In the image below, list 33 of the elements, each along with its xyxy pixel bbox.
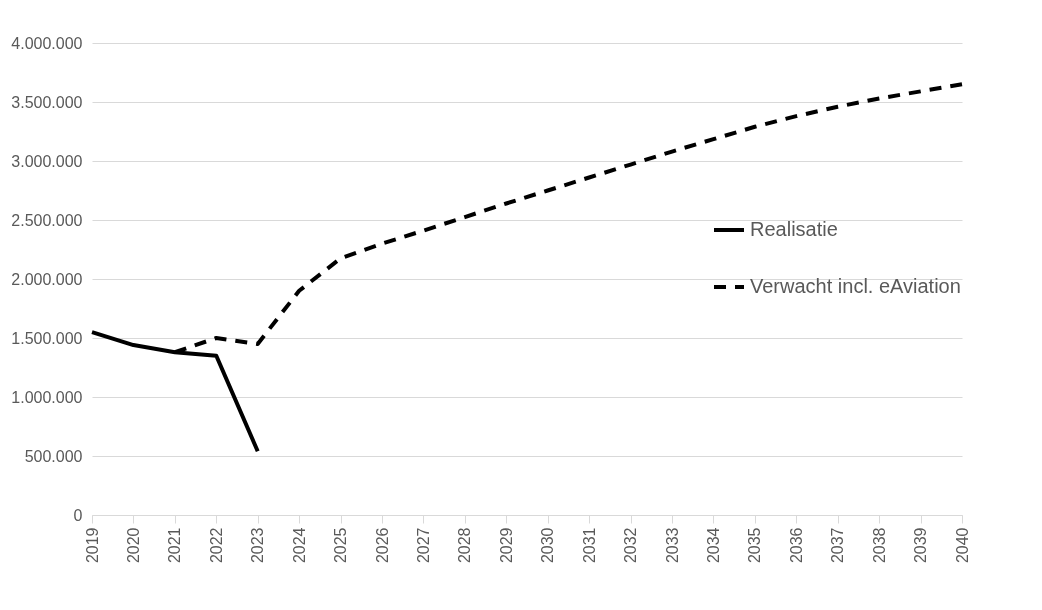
x-tick-label: 2032 [622,527,640,564]
x-tick-label: 2026 [373,527,391,564]
x-tick-label: 2040 [953,527,971,564]
y-tick-label: 2.500.000 [11,211,83,229]
x-tick-label: 2030 [539,527,557,564]
x-tick-label: 2035 [746,527,764,564]
x-tick-label: 2022 [207,527,225,564]
x-tick-label: 2023 [249,527,267,564]
y-tick-label: 3.500.000 [11,93,83,111]
x-tick-label: 2020 [124,527,142,564]
x-tick-label: 2019 [83,527,101,564]
x-tick-label: 2031 [580,527,598,564]
x-tick-label: 2029 [497,527,515,564]
legend-label: Realisatie [750,218,838,240]
x-tick-label: 2024 [290,527,308,564]
legend-label: Verwacht incl. eAviation [750,275,961,297]
y-tick-label: 1.500.000 [11,329,83,347]
x-tick-label: 2025 [332,527,350,564]
y-tick-label: 4.000.000 [11,34,83,52]
y-tick-label: 2.000.000 [11,270,83,288]
x-tick-label: 2021 [166,527,184,564]
x-tick-label: 2039 [912,527,930,564]
x-tick-label: 2028 [456,527,474,564]
y-tick-label: 0 [73,506,83,524]
y-tick-label: 3.000.000 [11,152,83,170]
y-tick-label: 500.000 [24,447,83,465]
x-tick-label: 2033 [663,527,681,564]
x-tick-label: 2036 [787,527,805,564]
x-tick-label: 2034 [704,527,722,564]
x-tick-label: 2038 [870,527,888,564]
x-tick-label: 2037 [829,527,847,564]
x-tick-label: 2027 [414,527,432,564]
y-tick-label: 1.000.000 [11,388,83,406]
